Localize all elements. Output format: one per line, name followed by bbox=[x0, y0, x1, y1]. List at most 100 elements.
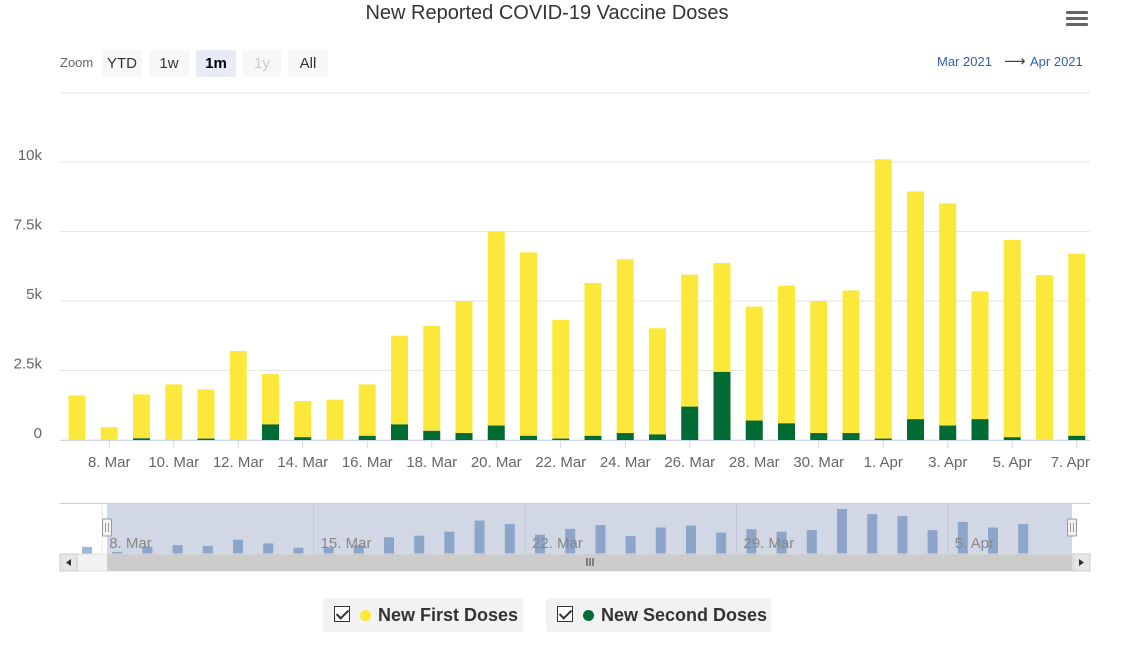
navigator-bar bbox=[202, 545, 213, 554]
zoom-1w-button[interactable]: 1w bbox=[149, 50, 189, 77]
navigator-bar bbox=[776, 531, 787, 554]
navigator-handle[interactable] bbox=[102, 518, 112, 537]
checkbox-icon[interactable] bbox=[334, 606, 350, 622]
legend-dot-first-doses bbox=[360, 610, 371, 621]
bar-first-doses bbox=[584, 282, 602, 436]
chart-area: 0 2.5k 5k 7.5k 10k 8. Mar 10. Mar 12. Mar 14. Ma… bbox=[14, 92, 1091, 572]
range-from[interactable]: Mar 2021 bbox=[937, 54, 992, 69]
bar-second-doses bbox=[939, 425, 957, 440]
navigator-bar bbox=[897, 516, 908, 554]
bar-second-doses bbox=[842, 433, 860, 440]
legend-label-first-doses: New First Doses bbox=[378, 605, 519, 625]
navigator-bar bbox=[444, 531, 455, 554]
navigator-bar bbox=[595, 525, 606, 554]
bar-first-doses bbox=[391, 335, 408, 425]
y-tick-label: 5k bbox=[26, 286, 42, 303]
navigator-bar bbox=[323, 547, 334, 554]
bar-second-doses bbox=[745, 420, 763, 440]
navigator-tick-label: 29. Mar bbox=[743, 535, 794, 552]
bar-second-doses bbox=[810, 433, 828, 440]
zoom-all-button[interactable]: All bbox=[288, 50, 328, 77]
bar-second-doses bbox=[616, 433, 634, 440]
x-tick-label: 20. Mar bbox=[471, 454, 522, 471]
bar-first-doses bbox=[842, 290, 860, 434]
x-tick-label: 10. Mar bbox=[148, 454, 199, 471]
bar-first-doses bbox=[133, 394, 150, 439]
range-arrow: ⟶ bbox=[1004, 53, 1026, 70]
zoom-label: Zoom bbox=[60, 55, 94, 70]
bar-first-doses bbox=[778, 285, 795, 424]
bar-second-doses bbox=[971, 419, 989, 440]
bar-first-doses bbox=[165, 384, 183, 440]
bar-second-doses bbox=[778, 423, 795, 440]
navigator-bar bbox=[655, 527, 666, 554]
bar-second-doses bbox=[197, 438, 215, 440]
x-tick-label: 30. Mar bbox=[793, 454, 844, 471]
legend-item-first-doses[interactable]: New First Doses bbox=[323, 598, 523, 632]
x-tick-label: 1. Apr bbox=[864, 454, 903, 471]
navigator-bar bbox=[716, 532, 727, 554]
bar-first-doses bbox=[681, 274, 699, 407]
navigator-bar bbox=[384, 537, 394, 554]
navigator-bar bbox=[112, 551, 123, 554]
hamburger-menu-icon[interactable] bbox=[1064, 8, 1090, 30]
navigator-bar bbox=[746, 529, 757, 554]
navigator-tick-label: 5. Apr bbox=[955, 535, 994, 552]
bar-first-doses bbox=[423, 326, 441, 431]
navigator-bar bbox=[504, 523, 515, 554]
navigator-bar bbox=[686, 525, 696, 554]
checkbox-icon[interactable] bbox=[557, 606, 573, 622]
navigator-bar bbox=[293, 547, 304, 554]
handle-body bbox=[102, 518, 112, 537]
bar-second-doses bbox=[455, 433, 473, 440]
range-to[interactable]: Apr 2021 bbox=[1030, 54, 1083, 69]
navigator-bar bbox=[353, 545, 364, 554]
bar-first-doses bbox=[326, 399, 344, 440]
x-tick-label: 14. Mar bbox=[277, 454, 328, 471]
zoom-1m-button[interactable]: 1m bbox=[196, 50, 236, 77]
legend-dot-second-doses bbox=[583, 610, 594, 621]
navigator-tick-label: 8. Mar bbox=[109, 535, 152, 552]
navigator-bar bbox=[565, 528, 576, 554]
navigator-bar bbox=[867, 514, 878, 554]
bar-second-doses bbox=[262, 424, 279, 440]
bar-first-doses bbox=[455, 301, 473, 434]
handle-body bbox=[1067, 518, 1077, 537]
navigator-bar bbox=[988, 527, 998, 554]
navigator-bar bbox=[233, 539, 243, 554]
bar-second-doses bbox=[487, 425, 505, 440]
navigator-tick-label: 22. Mar bbox=[532, 535, 583, 552]
x-tick-label: 8. Mar bbox=[88, 454, 131, 471]
navigator-bar bbox=[474, 520, 485, 554]
bar-second-doses bbox=[1003, 437, 1021, 440]
navigator-tick-label: 15. Mar bbox=[321, 535, 372, 552]
navigator: 8. Mar 15. Mar 22. Mar 29. Mar 5. Apr bbox=[60, 503, 1090, 554]
bar-second-doses bbox=[391, 424, 408, 440]
bar-first-doses bbox=[68, 395, 86, 440]
bar-first-doses bbox=[616, 259, 634, 434]
y-tick-label: 0 bbox=[34, 425, 42, 442]
legend-label-second-doses: New Second Doses bbox=[601, 605, 768, 625]
arrow-right-icon bbox=[1079, 559, 1084, 566]
legend-item-second-doses[interactable]: New Second Doses bbox=[546, 598, 771, 632]
navigator-bar bbox=[1018, 524, 1029, 554]
x-tick-label: 24. Mar bbox=[600, 454, 651, 471]
navigator-bar bbox=[957, 521, 968, 554]
bar-first-doses bbox=[100, 427, 118, 440]
navigator-bar bbox=[837, 509, 847, 554]
bar-first-doses bbox=[229, 351, 247, 440]
bar-first-doses bbox=[262, 374, 279, 425]
navigator-handle[interactable] bbox=[1067, 518, 1077, 537]
bar-first-doses bbox=[1036, 275, 1053, 440]
bar-second-doses bbox=[358, 435, 376, 440]
bar-first-doses bbox=[810, 301, 828, 434]
x-tick-label: 16. Mar bbox=[342, 454, 393, 471]
y-tick-label: 7.5k bbox=[14, 217, 43, 234]
navigator-bar bbox=[263, 543, 274, 554]
x-tick-label: 18. Mar bbox=[406, 454, 457, 471]
zoom-ytd-button[interactable]: YTD bbox=[102, 50, 142, 77]
x-tick-label: 12. Mar bbox=[213, 454, 264, 471]
navigator-bar bbox=[535, 534, 545, 554]
bar-first-doses bbox=[197, 389, 215, 439]
zoom-1y-button[interactable]: 1y bbox=[243, 50, 281, 77]
